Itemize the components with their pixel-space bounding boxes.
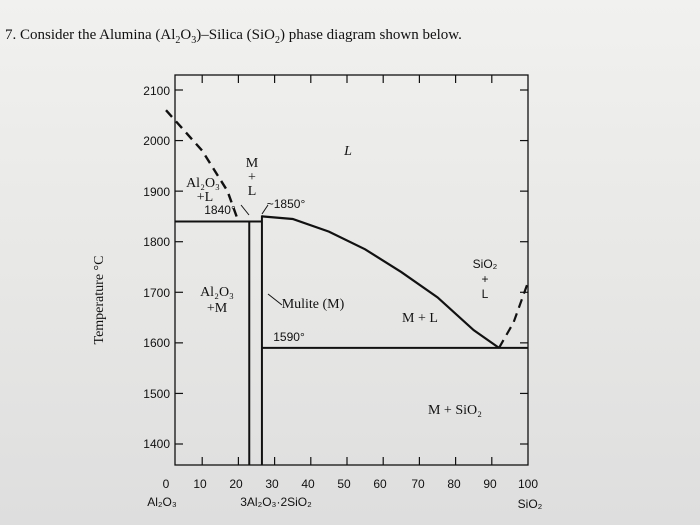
- region-m-plus-l: M + L: [402, 311, 438, 326]
- region-alumina-mullite-line2: +M: [207, 301, 228, 316]
- x-tick-40: 40: [301, 477, 315, 491]
- x-label-mullite-compound: 3Al₂O₃·2SiO₂: [240, 495, 312, 509]
- x-tick-70: 70: [411, 477, 425, 491]
- question-number: 7.: [5, 27, 17, 43]
- y-tick-1600: 1600: [143, 336, 170, 350]
- y-tick-2000: 2000: [143, 134, 170, 148]
- x-tick-60: 60: [373, 477, 387, 491]
- y-tick-1400: 1400: [143, 437, 170, 451]
- region-alumina-mullite-line1: Al₂O₃: [200, 285, 234, 300]
- question-text: 7. Consider the Alumina (Al2O3)–Silica (…: [5, 27, 462, 46]
- region-liquid: L: [343, 144, 352, 159]
- region-sio2-plus-l-1: SiO₂: [473, 257, 498, 271]
- annotation-leader-mullite: [267, 293, 283, 306]
- y-axis-label: Temperature °C: [92, 256, 107, 345]
- region-alumina-liquid-line1: Al₂O₃: [186, 176, 220, 191]
- region-m-plus-l-v1: M: [246, 156, 259, 171]
- x-tick-0: 0: [163, 477, 170, 491]
- region-sio2-plus-l-3: L: [482, 287, 489, 301]
- x-tick-10: 10: [193, 477, 207, 491]
- annotation-leader-1850: [261, 204, 269, 215]
- silica-liquidus-dashed: [498, 281, 530, 349]
- y-tick-1800: 1800: [143, 235, 170, 249]
- region-m-plus-l-v3: L: [248, 184, 257, 199]
- y-tick-1900: 1900: [143, 185, 170, 199]
- mullite-liquidus-curve: [261, 215, 500, 349]
- annotation-1850: ~1850°: [267, 197, 306, 211]
- y-tick-1700: 1700: [143, 286, 170, 300]
- plot-frame: [174, 74, 529, 466]
- region-alumina-liquid-line2: +L: [197, 190, 213, 205]
- region-mullite: Mulite (M): [282, 297, 345, 312]
- x-label-alumina: Al₂O₃: [147, 495, 177, 509]
- x-label-silica: SiO₂: [518, 497, 543, 511]
- x-tick-90: 90: [483, 477, 497, 491]
- y-tick-2100: 2100: [143, 84, 170, 98]
- x-tick-marks: [201, 75, 493, 465]
- x-tick-20: 20: [229, 477, 243, 491]
- region-sio2-plus-l-2: +: [481, 272, 488, 286]
- x-tick-50: 50: [337, 477, 351, 491]
- alumina-liquidus-dashed: [165, 109, 240, 222]
- annotation-1590: 1590°: [273, 330, 305, 344]
- annotation-1840: 1840°: [204, 203, 236, 217]
- region-m-plus-sio2: M + SiO₂: [428, 403, 482, 418]
- annotation-leader-1840: [240, 204, 250, 216]
- region-m-plus-l-v2: +: [248, 170, 256, 185]
- y-tick-1500: 1500: [143, 387, 170, 401]
- x-tick-30: 30: [265, 477, 279, 491]
- x-tick-80: 80: [447, 477, 461, 491]
- phase-boundaries: [165, 109, 530, 465]
- x-tick-100: 100: [518, 477, 538, 491]
